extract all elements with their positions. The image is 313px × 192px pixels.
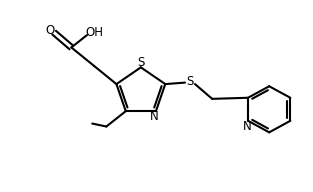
Text: N: N — [150, 110, 159, 123]
Text: S: S — [137, 56, 145, 69]
Text: OH: OH — [86, 26, 104, 40]
Text: N: N — [243, 120, 252, 133]
Text: O: O — [45, 24, 54, 36]
Text: S: S — [187, 75, 194, 88]
